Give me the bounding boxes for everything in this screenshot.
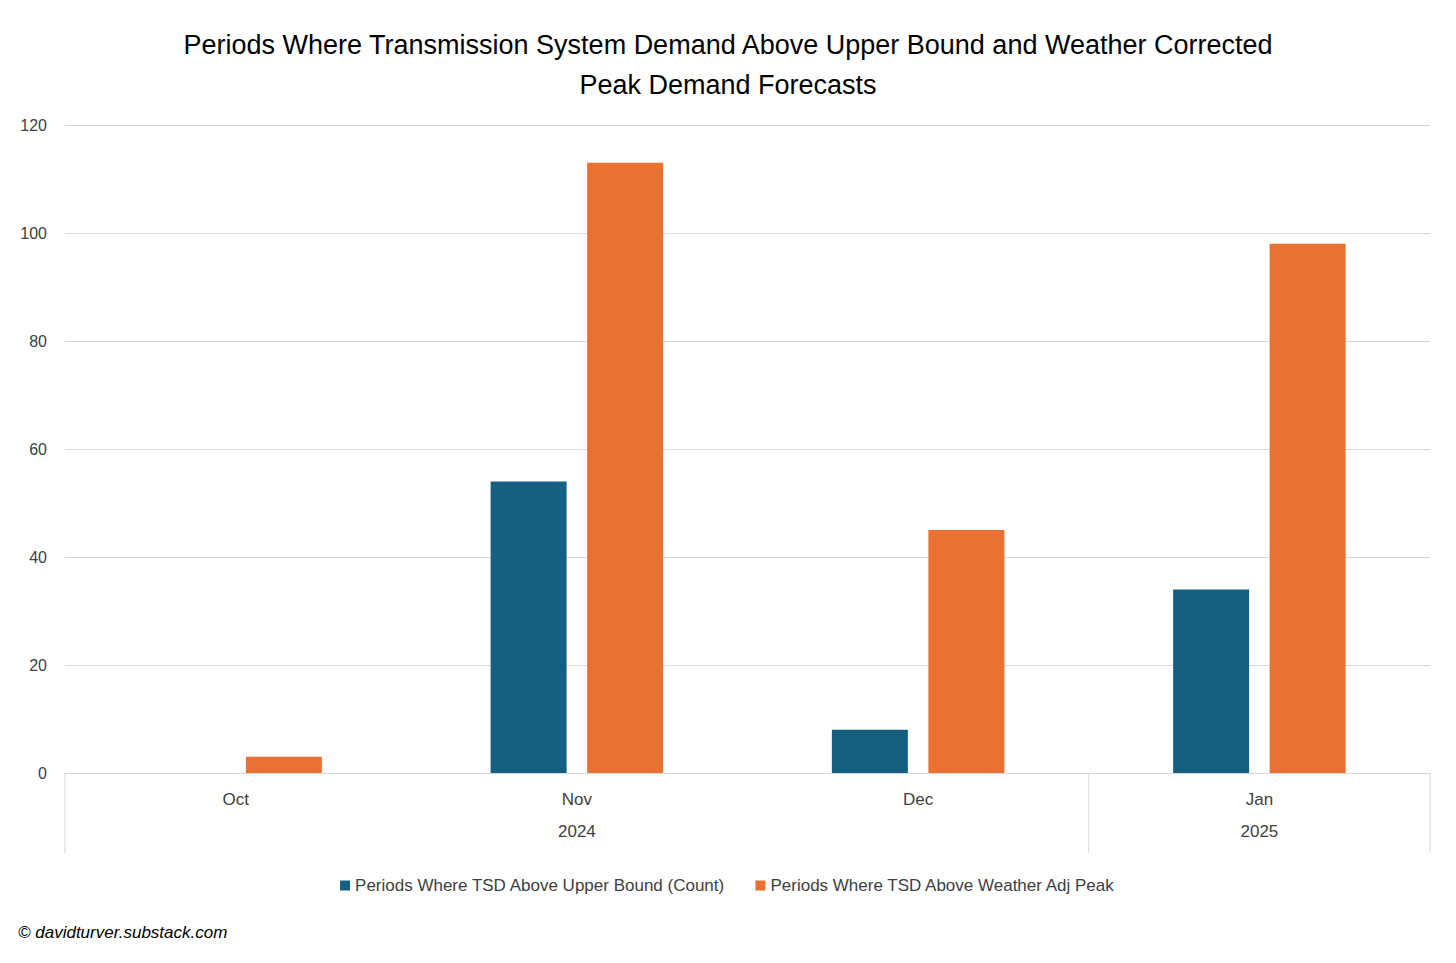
svg-text:Oct: Oct bbox=[222, 790, 249, 809]
svg-text:© davidturver.substack.com: © davidturver.substack.com bbox=[18, 923, 227, 942]
svg-text:2025: 2025 bbox=[1240, 822, 1278, 841]
svg-text:40: 40 bbox=[29, 549, 47, 566]
svg-text:Nov: Nov bbox=[562, 790, 593, 809]
svg-text:Periods Where TSD Above Weathe: Periods Where TSD Above Weather Adj Peak bbox=[770, 876, 1114, 895]
svg-text:Dec: Dec bbox=[903, 790, 934, 809]
svg-text:Peak Demand Forecasts: Peak Demand Forecasts bbox=[579, 70, 876, 100]
svg-text:Periods Where TSD Above Upper: Periods Where TSD Above Upper Bound (Cou… bbox=[355, 876, 724, 895]
svg-text:120: 120 bbox=[20, 117, 47, 134]
svg-text:0: 0 bbox=[38, 765, 47, 782]
svg-text:80: 80 bbox=[29, 333, 47, 350]
svg-text:20: 20 bbox=[29, 657, 47, 674]
svg-text:Jan: Jan bbox=[1246, 790, 1273, 809]
svg-text:60: 60 bbox=[29, 441, 47, 458]
svg-text:Periods Where Transmission Sys: Periods Where Transmission System Demand… bbox=[183, 30, 1272, 60]
svg-text:2024: 2024 bbox=[558, 822, 596, 841]
svg-text:100: 100 bbox=[20, 225, 47, 242]
